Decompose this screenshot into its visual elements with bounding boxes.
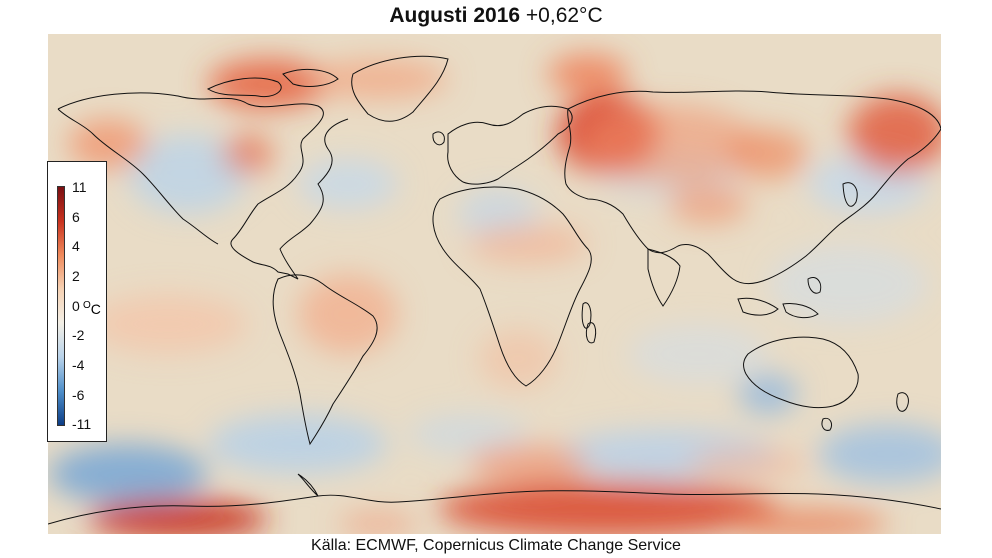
legend-unit: OC — [83, 300, 101, 317]
legend-label-6: 6 — [72, 209, 80, 225]
legend-label-2: 2 — [72, 268, 80, 284]
color-legend: 11 6 4 2 0 OC -2 -4 -6 -11 — [47, 161, 107, 442]
title-anomaly: +0,62°C — [525, 4, 603, 27]
anomaly-field — [48, 54, 941, 534]
legend-label-0: 0 — [72, 298, 80, 314]
legend-label-neg4: -4 — [72, 357, 85, 373]
legend-label-neg2: -2 — [72, 327, 85, 343]
legend-label-max: 11 — [72, 179, 87, 195]
legend-color-bar — [57, 186, 65, 426]
legend-label-min: -11 — [72, 416, 92, 432]
legend-label-neg6: -6 — [72, 387, 85, 403]
title-month: Augusti 2016 — [389, 4, 521, 27]
map-svg — [48, 34, 941, 534]
map-title: Augusti 2016 +0,62°C — [0, 4, 992, 28]
legend-label-4: 4 — [72, 238, 80, 254]
coastlines — [48, 55, 941, 525]
source-credit: Källa: ECMWF, Copernicus Climate Change … — [311, 537, 681, 554]
world-anomaly-map — [48, 34, 941, 534]
